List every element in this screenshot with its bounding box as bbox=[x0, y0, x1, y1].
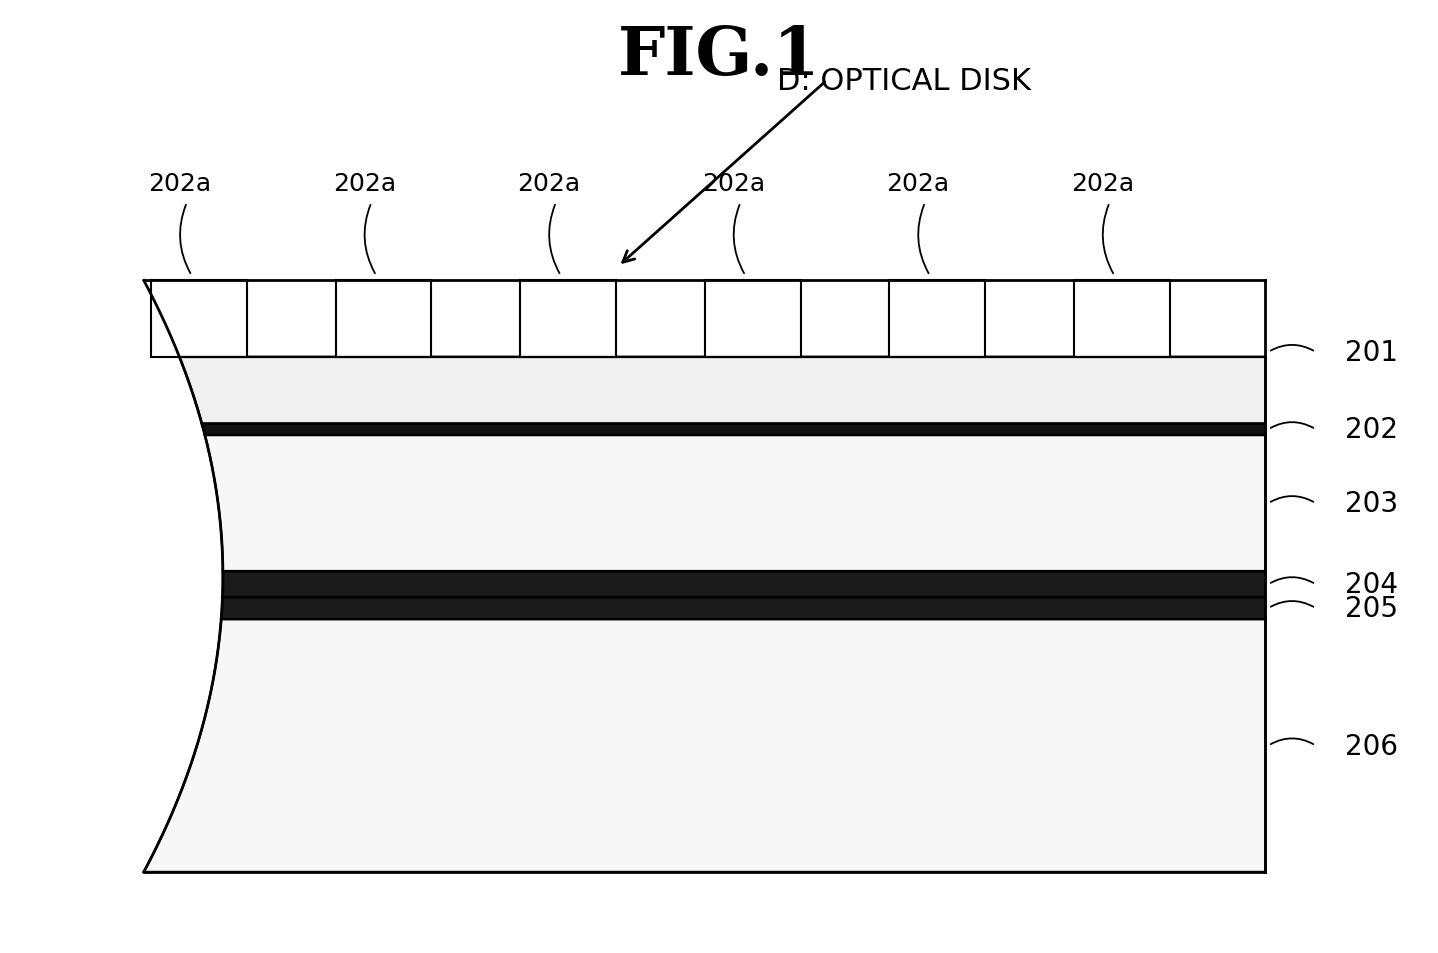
Text: FIG.1: FIG.1 bbox=[618, 24, 820, 89]
Polygon shape bbox=[180, 357, 1265, 424]
Text: 202a: 202a bbox=[332, 172, 395, 195]
Polygon shape bbox=[144, 619, 1265, 872]
Text: 204: 204 bbox=[1345, 571, 1398, 598]
Text: 203: 203 bbox=[1345, 490, 1398, 517]
Text: 202: 202 bbox=[1345, 416, 1398, 444]
Text: 205: 205 bbox=[1345, 595, 1398, 622]
Polygon shape bbox=[705, 281, 801, 357]
Polygon shape bbox=[223, 572, 1265, 598]
Polygon shape bbox=[151, 281, 247, 357]
Polygon shape bbox=[221, 598, 1265, 619]
Polygon shape bbox=[335, 281, 431, 357]
Text: 202a: 202a bbox=[886, 172, 949, 195]
Polygon shape bbox=[1074, 281, 1169, 357]
Polygon shape bbox=[204, 436, 1265, 572]
Text: 202a: 202a bbox=[518, 172, 581, 195]
Text: 206: 206 bbox=[1345, 732, 1398, 760]
Polygon shape bbox=[201, 424, 1265, 436]
Text: D: OPTICAL DISK: D: OPTICAL DISK bbox=[777, 67, 1031, 95]
Text: 202a: 202a bbox=[702, 172, 765, 195]
Polygon shape bbox=[889, 281, 985, 357]
Text: 202a: 202a bbox=[1071, 172, 1135, 195]
Text: 202a: 202a bbox=[148, 172, 211, 195]
Polygon shape bbox=[521, 281, 615, 357]
Text: 201: 201 bbox=[1345, 338, 1398, 367]
